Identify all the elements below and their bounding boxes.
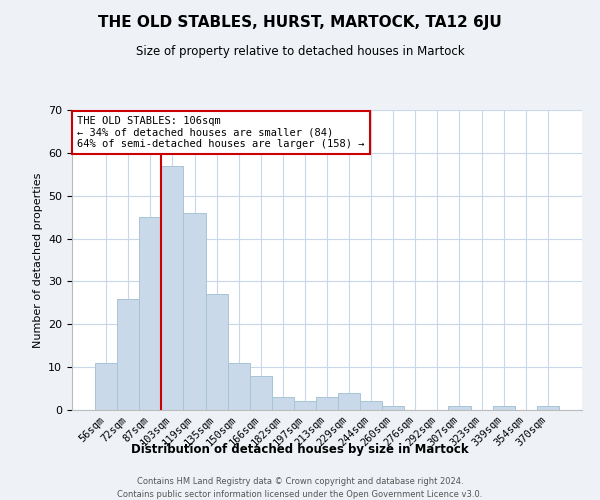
Bar	[493, 406, 515, 410]
Bar	[294, 402, 316, 410]
Bar	[250, 376, 272, 410]
Bar	[184, 213, 206, 410]
Text: Distribution of detached houses by size in Martock: Distribution of detached houses by size …	[131, 442, 469, 456]
Bar	[338, 393, 360, 410]
Bar	[227, 363, 250, 410]
Bar	[206, 294, 227, 410]
Y-axis label: Number of detached properties: Number of detached properties	[32, 172, 43, 348]
Bar	[360, 402, 382, 410]
Text: Contains public sector information licensed under the Open Government Licence v3: Contains public sector information licen…	[118, 490, 482, 499]
Bar	[316, 397, 338, 410]
Bar	[382, 406, 404, 410]
Bar	[139, 217, 161, 410]
Bar	[537, 406, 559, 410]
Text: Size of property relative to detached houses in Martock: Size of property relative to detached ho…	[136, 45, 464, 58]
Bar	[448, 406, 470, 410]
Bar	[272, 397, 294, 410]
Text: THE OLD STABLES: 106sqm
← 34% of detached houses are smaller (84)
64% of semi-de: THE OLD STABLES: 106sqm ← 34% of detache…	[77, 116, 365, 149]
Text: THE OLD STABLES, HURST, MARTOCK, TA12 6JU: THE OLD STABLES, HURST, MARTOCK, TA12 6J…	[98, 15, 502, 30]
Bar	[161, 166, 184, 410]
Bar	[117, 298, 139, 410]
Bar	[95, 363, 117, 410]
Text: Contains HM Land Registry data © Crown copyright and database right 2024.: Contains HM Land Registry data © Crown c…	[137, 478, 463, 486]
